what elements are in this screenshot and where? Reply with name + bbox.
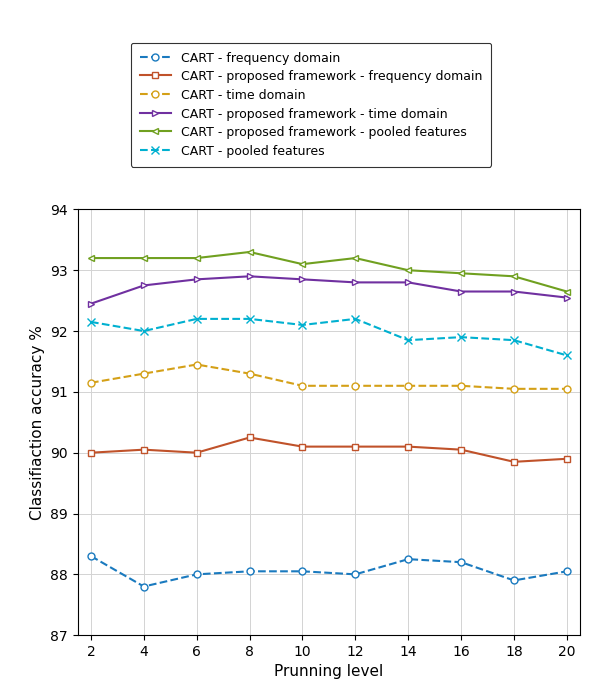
CART - pooled features [299,321,306,329]
CART - proposed framework - pooled features [246,248,253,256]
CART - proposed framework - pooled features [299,260,306,268]
CART - proposed framework - frequency domain [141,445,148,454]
CART - proposed framework - frequency domain [563,454,570,463]
CART - proposed framework - time domain [405,279,412,287]
CART - proposed framework - time domain [352,279,359,287]
CART - time domain [405,382,412,390]
CART - frequency domain [193,570,200,579]
CART - frequency domain [246,567,253,576]
CART - proposed framework - time domain [563,293,570,302]
CART - pooled features [510,336,517,344]
CART - time domain [193,360,200,369]
CART - pooled features [457,333,465,341]
CART - time domain [87,378,94,387]
CART - proposed framework - frequency domain [87,449,94,457]
CART - proposed framework - pooled features [457,269,465,277]
CART - proposed framework - frequency domain [299,443,306,451]
CART - pooled features [246,315,253,323]
CART - frequency domain [510,577,517,585]
CART - proposed framework - pooled features [193,254,200,262]
CART - proposed framework - pooled features [510,272,517,281]
Line: CART - proposed framework - time domain: CART - proposed framework - time domain [87,273,570,307]
CART - time domain [246,369,253,378]
CART - proposed framework - frequency domain [352,443,359,451]
CART - proposed framework - frequency domain [510,458,517,466]
Legend: CART - frequency domain, CART - proposed framework - frequency domain, CART - ti: CART - frequency domain, CART - proposed… [131,43,491,167]
CART - frequency domain [563,567,570,576]
CART - proposed framework - time domain [87,299,94,308]
CART - frequency domain [457,558,465,566]
X-axis label: Prunning level: Prunning level [274,664,383,679]
Line: CART - time domain: CART - time domain [87,361,570,392]
CART - time domain [457,382,465,390]
CART - pooled features [563,351,570,359]
Line: CART - proposed framework - pooled features: CART - proposed framework - pooled featu… [87,248,570,295]
CART - pooled features [405,336,412,344]
CART - proposed framework - frequency domain [246,433,253,442]
CART - proposed framework - pooled features [352,254,359,262]
CART - time domain [299,382,306,390]
Y-axis label: Classifiaction accuracy %: Classifiaction accuracy % [30,325,45,520]
CART - proposed framework - time domain [193,275,200,283]
CART - proposed framework - pooled features [87,254,94,262]
CART - proposed framework - frequency domain [457,445,465,454]
CART - time domain [510,385,517,393]
CART - frequency domain [352,570,359,579]
CART - time domain [563,385,570,393]
CART - frequency domain [141,582,148,591]
Line: CART - proposed framework - frequency domain: CART - proposed framework - frequency do… [87,434,570,466]
CART - frequency domain [299,567,306,576]
CART - pooled features [352,315,359,323]
CART - proposed framework - time domain [457,288,465,296]
Line: CART - frequency domain: CART - frequency domain [87,553,570,590]
CART - time domain [141,369,148,378]
CART - proposed framework - frequency domain [405,443,412,451]
CART - time domain [352,382,359,390]
CART - pooled features [87,318,94,326]
CART - proposed framework - time domain [510,288,517,296]
CART - pooled features [141,327,148,335]
CART - proposed framework - frequency domain [193,449,200,457]
CART - proposed framework - time domain [299,275,306,283]
Line: CART - pooled features: CART - pooled features [87,315,571,359]
CART - proposed framework - pooled features [141,254,148,262]
CART - frequency domain [405,555,412,563]
CART - pooled features [193,315,200,323]
CART - proposed framework - time domain [246,272,253,281]
CART - frequency domain [87,552,94,560]
CART - proposed framework - pooled features [563,288,570,296]
CART - proposed framework - time domain [141,281,148,290]
CART - proposed framework - pooled features [405,266,412,274]
